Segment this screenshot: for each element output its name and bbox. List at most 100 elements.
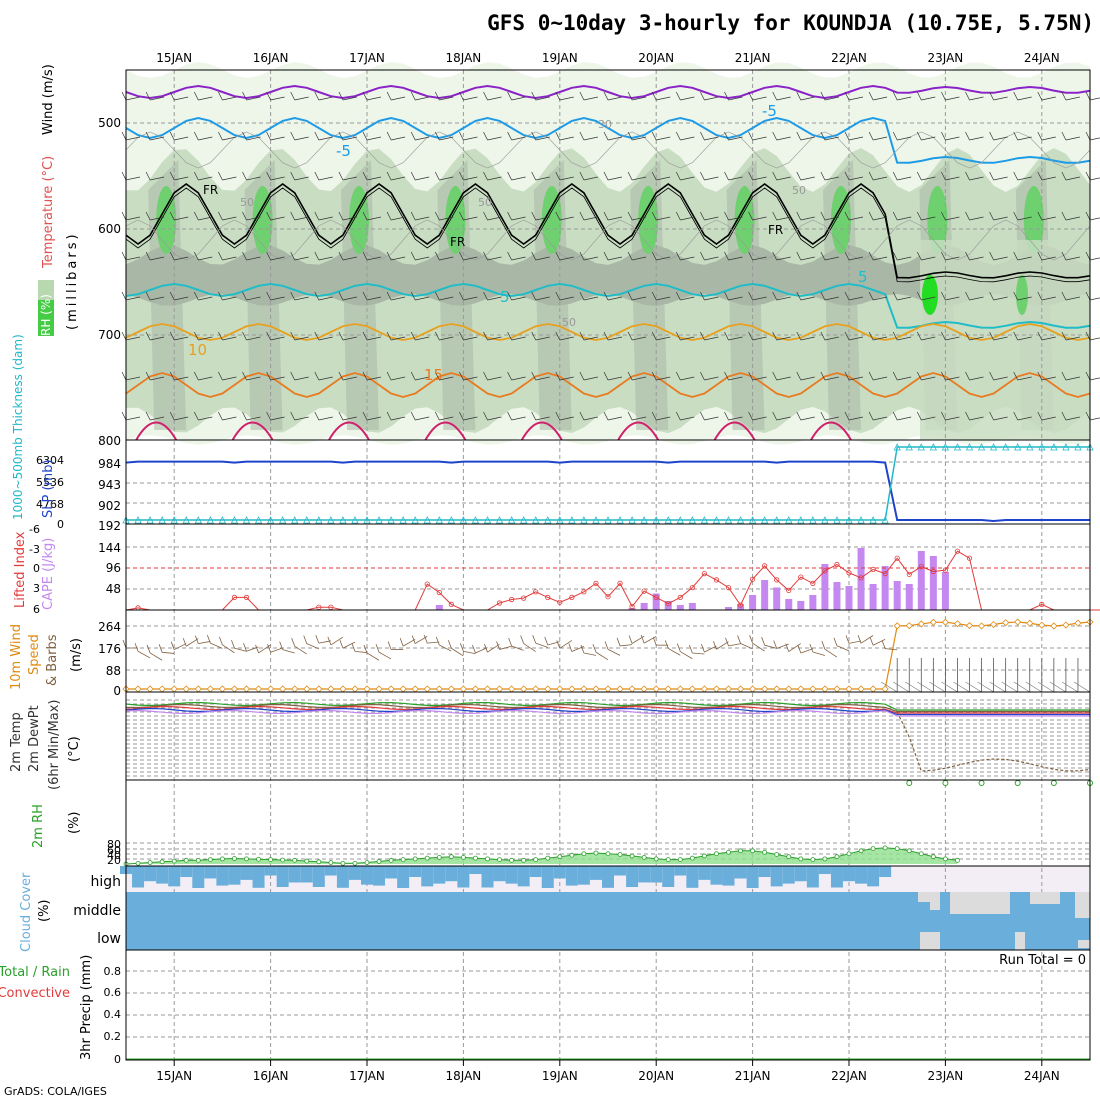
cloud-high-bar <box>361 866 373 885</box>
precip-tick: 0.4 <box>104 1008 122 1021</box>
thickness-marker <box>845 516 853 524</box>
cloud-high-bar <box>614 866 627 876</box>
cloud-level-label: high <box>90 874 121 890</box>
upper-y-axis: 500 600 700 800 RH (%) Temperature (°C) … <box>38 64 121 448</box>
wind-barb <box>1013 131 1032 141</box>
wind-barb-10m <box>905 681 922 693</box>
cloud-high-bar <box>662 866 675 887</box>
wind-barb <box>290 211 309 221</box>
wind-speed-marker <box>411 685 419 693</box>
cloud-high-bar <box>722 866 735 886</box>
wind-barb <box>748 331 767 341</box>
wind-speed-marker <box>929 618 937 626</box>
lifted-index-point <box>737 602 744 608</box>
wind-barb <box>700 371 719 381</box>
thickness-marker <box>495 516 504 524</box>
y-tick-label: 700 <box>98 328 121 342</box>
wind-speed-marker <box>483 685 492 693</box>
wind-barb <box>169 171 189 181</box>
wind-barb <box>338 91 357 101</box>
wind-barb <box>651 331 671 341</box>
cloud-y-axis: high middle low Cloud Cover (%) <box>19 872 121 952</box>
wind-barb <box>1061 171 1080 181</box>
wind-barb <box>603 91 623 101</box>
run-total-label: Run Total = 0 <box>999 953 1086 968</box>
wind-barb <box>193 291 213 301</box>
wind-speed-marker <box>387 685 395 693</box>
wind-barb <box>386 171 406 181</box>
temp2m-series <box>125 701 1090 711</box>
wind-speed-marker <box>254 685 263 693</box>
cloud-gap <box>1078 940 1090 948</box>
wind-barb <box>820 91 839 101</box>
wind-barb <box>1037 91 1056 101</box>
wind-barb <box>410 171 430 181</box>
li-tick: -3 <box>29 543 40 556</box>
wind-barb <box>1085 371 1100 381</box>
wind-barb-10m <box>146 644 163 661</box>
thickness-marker <box>483 516 492 524</box>
wind-barb <box>193 171 213 181</box>
contour-label: 30 <box>598 118 612 131</box>
lifted-index-point <box>870 566 876 573</box>
rh2m-point <box>593 850 599 856</box>
wind-barb-10m <box>303 635 319 650</box>
wind-barb-10m <box>592 643 609 661</box>
thickness-marker <box>953 443 962 451</box>
cloud-high-bar <box>192 866 205 888</box>
wind-speed-marker <box>435 685 443 693</box>
slp-series <box>125 460 1090 523</box>
thickness-marker <box>327 516 335 524</box>
rh2m-point <box>545 855 551 861</box>
rh2m-point <box>930 854 936 860</box>
rh2m-point <box>292 857 298 863</box>
thickness-marker <box>1062 443 1070 451</box>
thickness-marker <box>399 516 407 524</box>
wind-barb <box>410 331 430 341</box>
wind-barb <box>916 171 936 181</box>
wind-barb <box>531 291 550 301</box>
thickness-marker <box>869 516 877 524</box>
wind-barb <box>1061 131 1080 141</box>
precip-y-axis: 0.8 0.6 0.4 0.2 0 Total / Rain Convectiv… <box>0 953 1086 1066</box>
thickness-marker <box>423 516 431 524</box>
wind-barb-10m <box>399 637 416 647</box>
wind-speed-marker <box>893 622 901 630</box>
wind-barb <box>218 411 237 421</box>
wind-barb-10m <box>845 635 862 644</box>
rh2m-point <box>509 857 515 863</box>
cape-bar <box>929 556 937 610</box>
wind-barb <box>627 331 647 341</box>
lifted-index-point <box>629 603 635 610</box>
wind-barb <box>242 251 261 261</box>
wind-barb <box>145 331 165 341</box>
cloud-high-bar <box>288 866 301 883</box>
wind-barb <box>410 91 430 101</box>
wind-barb-10m <box>989 681 1006 693</box>
wind-barb-10m <box>291 638 307 655</box>
wind-speed-marker <box>580 685 588 693</box>
wind-barb <box>121 371 141 381</box>
wind-barb <box>868 251 888 261</box>
wind-barb <box>434 291 454 301</box>
rh2m-series <box>125 847 958 865</box>
contour-label: 50 <box>240 196 254 209</box>
cloud-high-bar <box>626 866 639 888</box>
thickness-marker <box>785 516 793 524</box>
wind-barb <box>145 211 165 221</box>
date-label-top: 17JAN <box>349 51 385 65</box>
wind-barb <box>651 131 671 141</box>
rh2m-point <box>304 858 310 864</box>
thickness-marker <box>544 516 552 524</box>
wind-barb <box>941 171 960 181</box>
wind-barb <box>145 291 165 301</box>
cape-bar <box>676 605 684 610</box>
wind-barb <box>218 91 237 101</box>
wind-barb <box>386 211 406 221</box>
rh2m-point <box>702 853 707 859</box>
wind-barb <box>218 131 237 141</box>
wind-speed-marker <box>170 685 178 693</box>
cape-bar <box>797 601 805 610</box>
wind-barb-10m <box>725 637 741 647</box>
wind-barb-10m <box>881 681 898 693</box>
